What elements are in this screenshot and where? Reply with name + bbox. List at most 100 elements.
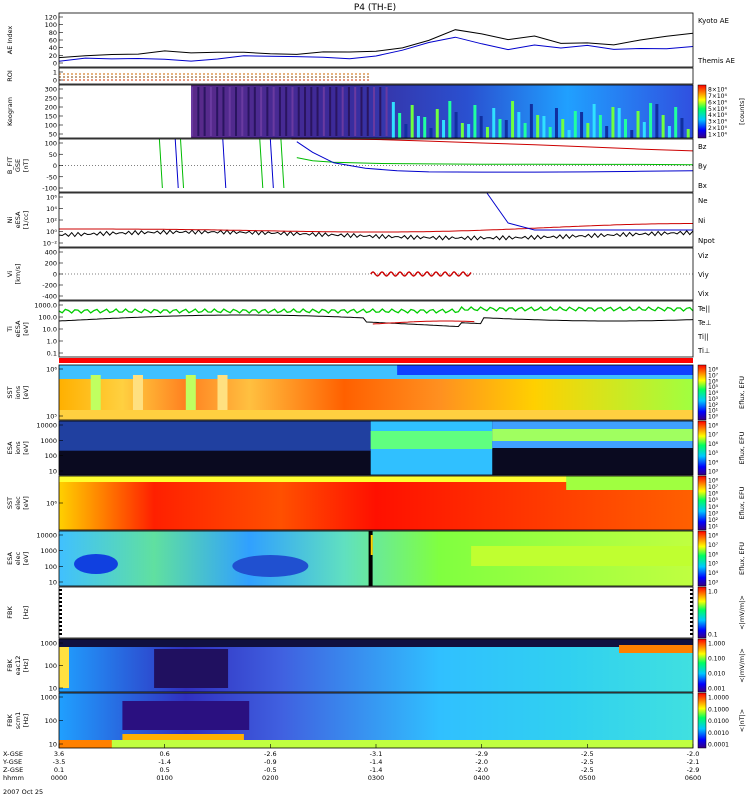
colorbar: [698, 421, 706, 475]
keogram-streak: [605, 126, 609, 138]
ytick-label: 100: [45, 452, 57, 460]
colorbar-frame: [697, 84, 707, 139]
keogram-streak: [322, 87, 325, 136]
keogram-streak: [485, 127, 489, 138]
keogram-streak: [228, 87, 231, 136]
keogram-streak: [649, 103, 653, 138]
keogram-streak: [404, 124, 408, 138]
fbk-tick-left: [59, 625, 62, 627]
colorbar-label: Eflux, EFU: [738, 542, 746, 575]
ylabel: Ni: [6, 216, 14, 223]
xaxis-value: 0300: [368, 774, 385, 782]
keogram-streak: [630, 130, 634, 138]
colorbar-tick: 10⁵: [708, 450, 719, 457]
colorbar-tick: 0.0001: [708, 742, 729, 749]
ylabel: [nT]: [22, 159, 30, 172]
keogram-streak: [235, 87, 238, 136]
fbk-tick-right: [690, 609, 693, 611]
ylabel: [eV]: [22, 322, 30, 336]
colorbar-tick: 10⁴: [708, 504, 719, 511]
ytick-label: 0: [53, 77, 57, 85]
xaxis-row-label: X-GSE: [3, 750, 23, 758]
sst-ions-stripe: [132, 375, 143, 410]
fbk-tick-right: [690, 633, 693, 635]
ytick-label: 10⁴: [46, 205, 57, 213]
colorbar-tick: 10³: [708, 510, 719, 517]
keogram-streak: [667, 126, 671, 138]
ylabel: Ti: [6, 326, 14, 333]
ylabel: [1/cc]: [22, 211, 30, 230]
ylabel: elec: [14, 496, 22, 510]
fbk-tick-right: [690, 613, 693, 615]
colorbar-tick: 10⁷: [708, 432, 719, 439]
colorbar-tick: 10⁸: [708, 533, 719, 540]
colorbar-tick: 0.1000: [708, 706, 729, 713]
xaxis-value: -2.9: [475, 750, 488, 758]
density-ne: [59, 223, 693, 233]
xaxis-value: -1.4: [370, 766, 383, 774]
ytick-label: 10.0: [43, 326, 57, 334]
keogram-streak: [278, 87, 281, 136]
ytick-label: 10²: [46, 217, 57, 225]
temperature-te-par: [58, 314, 694, 328]
keogram-streak: [398, 113, 402, 138]
colorbar-tick: 0.001: [708, 686, 725, 693]
colorbar-tick: 10³: [708, 469, 719, 476]
xaxis-value: 0400: [473, 774, 490, 782]
fbk-e12-hot: [619, 645, 693, 653]
ytick-label: 100: [45, 662, 57, 670]
keogram-streak: [674, 107, 678, 138]
ylabel: eESA: [14, 211, 22, 228]
panel-frame: [58, 84, 694, 139]
ytick-label: 400: [45, 249, 57, 257]
keogram-streak: [460, 123, 464, 138]
keogram-streak: [209, 87, 212, 136]
status-bar: [59, 358, 693, 363]
keogram-streak: [253, 87, 256, 136]
colorbar-tick: 10³: [708, 580, 719, 587]
ytick-label: 0: [53, 271, 57, 279]
colorbar-tick: 10⁶: [708, 491, 719, 498]
colorbar-tick: 0.0100: [708, 718, 729, 725]
sst-ions-stripe: [185, 375, 196, 410]
legend-entry: Ne: [698, 197, 708, 205]
ytick-label: 0: [53, 60, 57, 68]
colorbar-tick: 1×10⁴: [708, 132, 727, 139]
keogram-streak: [561, 119, 565, 138]
colorbar-label: <|mV/m|>: [738, 648, 746, 683]
xaxis-value: -2.1: [687, 758, 700, 766]
legend-entry: Themis AE: [697, 57, 735, 65]
ytick-label: 100: [45, 563, 57, 571]
ytick-label: 10⁵: [46, 413, 57, 421]
colorbar-label: [counts]: [738, 98, 746, 125]
colorbar-frame: [697, 475, 707, 531]
legend-entry: Ti||: [697, 333, 709, 341]
keogram-streak: [222, 87, 225, 136]
bfield-excursion: [222, 138, 227, 189]
legend-entry: Te||: [697, 305, 710, 313]
keogram-streak: [536, 115, 540, 138]
ae-series-kyoto-ae: [58, 36, 694, 62]
ytick-label: 1000: [40, 640, 57, 648]
fbk-tick-right: [690, 621, 693, 623]
ylabel: Keogram: [6, 97, 14, 126]
fbk-tick-left: [59, 629, 62, 631]
keogram-streak: [310, 87, 313, 136]
ytick-label: -400: [42, 293, 57, 301]
ytick-label: 50: [49, 131, 57, 139]
keogram-streak: [335, 87, 338, 136]
keogram-streak: [197, 87, 200, 136]
ylabel: [Hz]: [22, 659, 30, 672]
ylabel: AE Index: [6, 26, 14, 55]
keogram-streak: [611, 107, 615, 138]
colorbar-tick: 10⁷: [708, 484, 719, 491]
ytick-label: 1000: [40, 547, 57, 555]
ytick-label: 100: [45, 140, 57, 148]
esa-ions-late-band: [492, 429, 693, 441]
legend-entry: Bx: [698, 182, 707, 190]
ylabel: ESA: [6, 552, 14, 565]
ylabel: B_FIT: [6, 157, 14, 174]
colorbar-frame: [697, 364, 707, 421]
colorbar: [698, 693, 706, 748]
